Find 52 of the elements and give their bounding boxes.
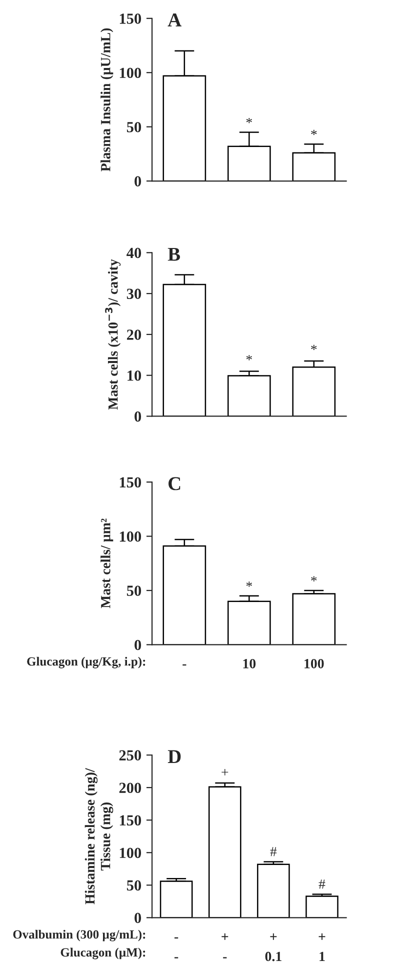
y-tick-label: 0 [134, 176, 142, 186]
y-tick-label: 50 [126, 586, 142, 596]
x-axis-title: Glucagon (µg/Kg, i.p): [27, 656, 146, 668]
chart-title: A [168, 13, 182, 26]
y-tick-label: 0 [134, 411, 142, 422]
x-tick-label: 10 [243, 658, 256, 668]
y-tick-label: 0 [134, 640, 142, 650]
y-tick-label: 50 [126, 122, 142, 132]
y-tick-label: 0 [134, 912, 142, 924]
y-tick-label: 200 [119, 782, 142, 794]
y-tick-label: 100 [120, 68, 142, 78]
y-tick-label: 30 [126, 288, 142, 299]
annotation: + [222, 768, 228, 776]
annotation: * [311, 130, 317, 136]
y-tick-label: 100 [120, 531, 142, 542]
y-tick-label: 40 [126, 248, 142, 258]
y-axis-title: Mast cells/ µm² [100, 518, 114, 608]
category-label: + - [222, 933, 228, 958]
bar [160, 880, 193, 918]
annotation: * [311, 576, 317, 582]
bar [257, 864, 290, 918]
y-tick-label: 20 [126, 330, 142, 340]
x-tick-label: + 1 [318, 933, 326, 962]
chart-title: C [168, 477, 180, 490]
y-tick-label: 50 [126, 880, 142, 891]
bar [208, 786, 242, 918]
y-tick-label: 10 [128, 370, 142, 381]
y-tick-label: 100 [120, 848, 142, 858]
y-axis-title: Mast cells (x10$^{−3}$)/ cavity [105, 259, 121, 410]
bar [292, 593, 336, 645]
annotation: # [270, 847, 277, 856]
annotation: # [318, 880, 326, 889]
y-tick-label: 250 [119, 750, 142, 760]
annotation: * [246, 582, 252, 587]
chart-title: D [168, 750, 181, 764]
y-axis-title: Histamine release (ng)/ Tissue (mg) [84, 768, 114, 904]
annotation: * [246, 118, 252, 124]
category-label: - - [174, 937, 178, 958]
annotation: * [246, 355, 252, 360]
bar [227, 600, 271, 645]
x-tick-label: - [182, 664, 186, 666]
y-tick-label: 150 [120, 477, 142, 488]
x-tick-label: 100 [304, 658, 324, 668]
y-axis-title: Plasma Insulin (µU/mL) [100, 28, 114, 172]
y-tick-label: 150 [120, 14, 142, 24]
x-axis-title: Ovalbumin (300 µg/mL): Glucagon (µM): [13, 930, 146, 960]
bar [306, 896, 338, 918]
y-tick-label: 150 [120, 815, 142, 826]
chart-title: B [168, 248, 180, 261]
bar [227, 375, 271, 416]
x-tick-label: + 0.1 [265, 933, 282, 962]
annotation: * [311, 344, 317, 350]
